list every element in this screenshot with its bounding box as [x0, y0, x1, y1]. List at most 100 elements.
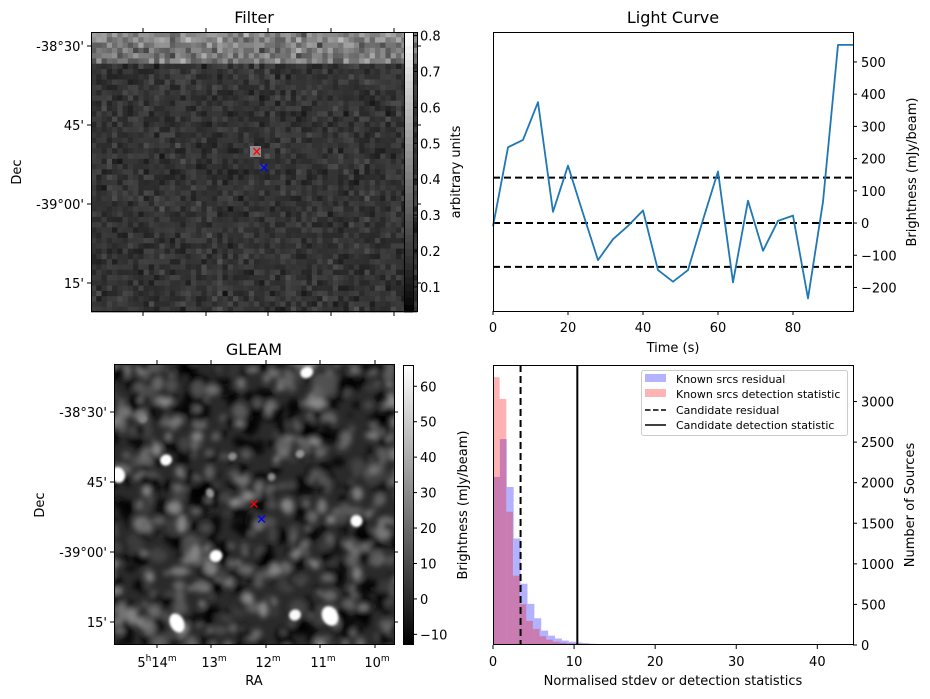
gleam-noise-blob	[346, 373, 365, 390]
gleam-source-blob	[205, 488, 215, 498]
filter-pixel	[238, 47, 244, 54]
filter-pixel	[306, 74, 313, 80]
filter-pixel	[280, 264, 286, 271]
filter-pixel	[106, 211, 113, 218]
filter-pixel	[154, 306, 160, 313]
filter-pixel	[301, 63, 307, 70]
gleam-noise-blob	[114, 416, 120, 424]
filter-pixel	[227, 111, 234, 117]
filter-pixel	[143, 238, 150, 244]
gleam-noise-blob	[395, 441, 400, 446]
filter-pixel	[364, 111, 371, 117]
filter-pixel	[311, 306, 318, 313]
gleam-noise-blob	[347, 413, 354, 417]
filter-pixel	[248, 132, 255, 139]
filter-pixel	[217, 148, 223, 154]
filter-pixel	[338, 216, 344, 223]
filter-pixel	[369, 68, 376, 75]
filter-pixel	[364, 68, 371, 75]
filter-pixel	[138, 74, 144, 80]
gleam-noise-blob	[193, 406, 201, 412]
histogram-bar-residual	[575, 642, 583, 645]
filter-pixel	[190, 68, 197, 75]
filter-pixel	[164, 137, 171, 144]
filter-pixel	[91, 158, 97, 165]
gleam-noise-blob	[210, 435, 220, 441]
filter-pixel	[390, 148, 397, 154]
filter-pixel	[232, 90, 239, 96]
gleam-noise-blob	[370, 477, 374, 481]
filter-pixel	[106, 79, 113, 86]
filter-pixel	[117, 301, 123, 308]
filter-pixel	[122, 264, 129, 271]
histogram-bar-detection	[506, 511, 513, 645]
filter-pixel	[364, 47, 371, 54]
gleam-noise-blob	[300, 539, 310, 550]
filter-pixel	[180, 264, 187, 271]
filter-pixel	[227, 232, 234, 239]
filter-pixel	[369, 253, 376, 260]
gleam-noise-blob	[191, 545, 202, 559]
filter-pixel	[269, 301, 276, 308]
filter-pixel	[385, 306, 392, 313]
gleam-noise-blob	[168, 372, 175, 378]
filter-pixel	[390, 264, 397, 271]
filter-pixel	[411, 79, 418, 86]
filter-pixel	[91, 74, 97, 80]
gleam-noise-blob	[310, 398, 328, 410]
filter-pixel	[112, 264, 118, 271]
filter-pixel	[380, 185, 386, 191]
filter-pixel	[169, 248, 176, 255]
filter-pixel	[243, 301, 250, 308]
filter-pixel	[138, 153, 144, 160]
gleam-noise-blob	[275, 437, 292, 456]
filter-pixel	[117, 285, 123, 292]
histogram-bar-residual	[506, 486, 514, 645]
filter-pixel	[117, 195, 123, 202]
filter-pixel	[395, 259, 402, 265]
filter-pixel	[185, 243, 192, 249]
gleam-noise-blob	[351, 566, 363, 581]
light-curve-x-tick-label: 0	[489, 321, 497, 336]
filter-pixel	[148, 306, 155, 313]
filter-pixel	[254, 142, 260, 149]
filter-pixel	[359, 153, 365, 160]
gleam-noise-blob	[247, 600, 260, 614]
filter-pixel	[306, 211, 313, 218]
filter-pixel	[348, 306, 355, 313]
filter-pixel	[196, 121, 202, 128]
gleam-noise-blob	[393, 467, 394, 471]
gleam-noise-blob	[240, 448, 252, 460]
filter-pixel	[332, 74, 339, 80]
filter-pixel	[138, 90, 144, 96]
filter-pixel	[91, 238, 97, 244]
gleam-noise-blob	[241, 645, 247, 652]
filter-pixel	[185, 174, 192, 181]
filter-pixel	[338, 243, 344, 249]
filter-pixel	[338, 211, 344, 218]
filter-pixel	[175, 216, 181, 223]
filter-pixel	[306, 105, 313, 112]
filter-pixel	[348, 74, 355, 80]
filter-pixel	[285, 100, 292, 107]
filter-pixel	[133, 243, 139, 249]
filter-pixel	[285, 227, 292, 234]
filter-pixel	[148, 132, 155, 139]
filter-pixel	[296, 264, 302, 271]
filter-candidate-marker	[253, 147, 261, 156]
filter-pixel	[380, 95, 386, 102]
gleam-noise-blob	[313, 471, 327, 480]
gleam-noise-blob	[213, 580, 224, 590]
gleam-candidate-marker	[250, 500, 258, 508]
filter-pixel	[190, 37, 197, 43]
filter-pixel	[317, 100, 323, 107]
filter-pixel	[232, 201, 239, 207]
filter-pixel	[159, 137, 166, 144]
filter-pixel	[264, 253, 271, 260]
filter-pixel	[206, 142, 213, 149]
filter-pixel	[91, 132, 97, 139]
filter-pixel	[343, 290, 350, 297]
filter-pixel	[143, 37, 150, 43]
filter-pixel	[296, 58, 302, 65]
filter-pixel	[112, 259, 118, 265]
